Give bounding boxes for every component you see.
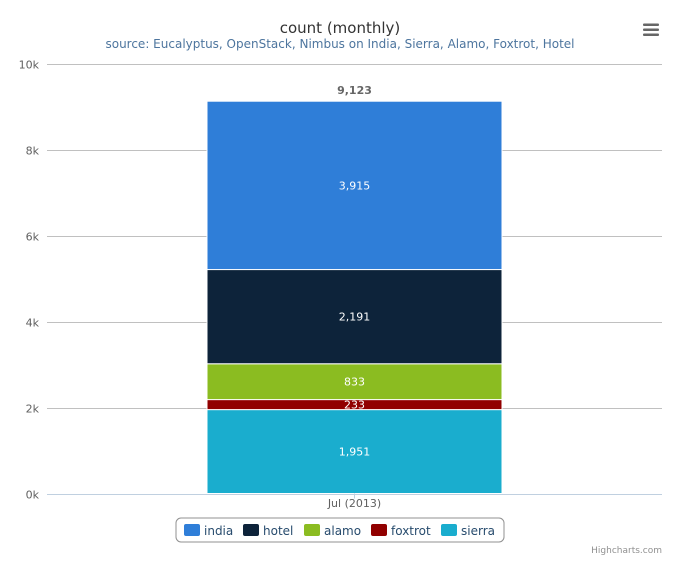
legend-item-sierra[interactable]: sierra — [441, 524, 495, 538]
legend-item-hotel[interactable]: hotel — [243, 524, 293, 538]
data-label-sierra: 1,951 — [339, 446, 371, 459]
legend-label[interactable]: foxtrot — [391, 524, 431, 538]
legend-swatch[interactable] — [304, 524, 320, 536]
legend-label[interactable]: india — [204, 524, 233, 538]
x-axis-ticks: Jul (2013) — [327, 493, 381, 510]
chart-subtitle: source: Eucalyptus, OpenStack, Nimbus on… — [105, 37, 574, 51]
data-label-foxtrot: 233 — [344, 399, 365, 412]
y-tick-label: 8k — [26, 145, 40, 158]
legend-swatch[interactable] — [371, 524, 387, 536]
menu-button[interactable] — [638, 18, 664, 40]
legend-swatch[interactable] — [184, 524, 200, 536]
y-tick-label: 4k — [26, 317, 40, 330]
legend-label[interactable]: alamo — [324, 524, 361, 538]
y-axis-ticks: 0k 2k 4k 6k 8k 10k — [19, 59, 40, 502]
y-tick-label: 6k — [26, 231, 40, 244]
legend-item-foxtrot[interactable]: foxtrot — [371, 524, 431, 538]
legend-label[interactable]: sierra — [461, 524, 495, 538]
y-tick-label: 0k — [26, 489, 40, 502]
bar-segment-india[interactable] — [206, 100, 503, 271]
data-labels: 1,951 233 833 2,191 3,915 9,123 — [337, 84, 372, 458]
bar-stack — [206, 100, 503, 494]
data-label-india: 3,915 — [339, 179, 371, 192]
legend-swatch[interactable] — [243, 524, 259, 536]
bar-segment-sierra[interactable] — [206, 409, 503, 494]
data-label-hotel: 2,191 — [339, 311, 371, 324]
x-tick-label: Jul (2013) — [327, 497, 381, 510]
chart-title: count (monthly) — [280, 19, 401, 37]
credits-link[interactable]: Highcharts.com — [591, 546, 662, 556]
legend-swatch[interactable] — [441, 524, 457, 536]
legend-box — [175, 517, 505, 543]
hamburger-menu-icon[interactable] — [643, 23, 659, 37]
stack-total-label: 9,123 — [337, 84, 372, 97]
data-label-alamo: 833 — [344, 376, 365, 389]
legend-label[interactable]: hotel — [263, 524, 293, 538]
legend: india hotel alamo foxtrot sierra — [175, 517, 505, 543]
legend-item-alamo[interactable]: alamo — [304, 524, 361, 538]
legend-item-india[interactable]: india — [184, 524, 233, 538]
y-tick-label: 2k — [26, 403, 40, 416]
y-tick-label: 10k — [19, 59, 40, 72]
